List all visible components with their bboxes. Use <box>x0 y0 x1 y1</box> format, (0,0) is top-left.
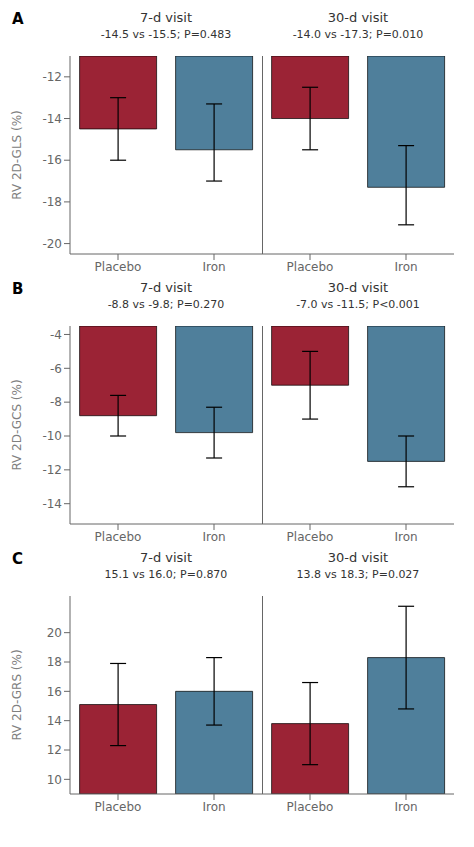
svg-text:RV 2D-GLS (%): RV 2D-GLS (%) <box>10 110 24 200</box>
svg-text:10: 10 <box>47 773 62 787</box>
svg-text:-6: -6 <box>50 362 62 376</box>
svg-text:Iron: Iron <box>394 800 417 814</box>
svg-text:-16: -16 <box>42 153 62 167</box>
svg-text:RV 2D-GRS (%): RV 2D-GRS (%) <box>10 649 24 740</box>
html-text:13.8 vs 18.3; P=0.027: 13.8 vs 18.3; P=0.027 <box>296 568 420 581</box>
html-text:-14.5 vs -15.5; P=0.483: -14.5 vs -15.5; P=0.483 <box>100 28 232 41</box>
svg-text:14: 14 <box>47 714 62 728</box>
html-text:A: A <box>12 10 24 28</box>
svg-text:-12: -12 <box>42 463 62 477</box>
html-text:7-d visit: 7-d visit <box>139 550 193 565</box>
html-text:B: B <box>12 280 24 298</box>
html-text:-8.8 vs -9.8; P=0.270: -8.8 vs -9.8; P=0.270 <box>107 298 225 311</box>
svg-text:-14: -14 <box>42 112 62 126</box>
svg-text:Placebo: Placebo <box>95 800 142 814</box>
html-text:-7.0 vs -11.5; P<0.001: -7.0 vs -11.5; P<0.001 <box>296 298 420 311</box>
svg-text:Iron: Iron <box>394 530 417 544</box>
html-text:30-d visit: 30-d visit <box>327 10 389 25</box>
svg-text:Placebo: Placebo <box>287 260 334 274</box>
svg-text:Iron: Iron <box>394 260 417 274</box>
html-text:15.1 vs 16.0; P=0.870: 15.1 vs 16.0; P=0.870 <box>104 568 228 581</box>
svg-text:-18: -18 <box>42 195 62 209</box>
html-text:7-d visit: 7-d visit <box>139 280 193 295</box>
svg-text:Iron: Iron <box>202 800 225 814</box>
svg-text:12: 12 <box>47 743 62 757</box>
svg-text:-10: -10 <box>42 429 62 443</box>
html-text:-14.0 vs -17.3; P=0.010: -14.0 vs -17.3; P=0.010 <box>292 28 424 41</box>
svg-text:16: 16 <box>47 685 62 699</box>
svg-text:-12: -12 <box>42 70 62 84</box>
svg-text:-4: -4 <box>50 328 62 342</box>
html-text:C: C <box>12 550 23 568</box>
svg-text:Placebo: Placebo <box>287 800 334 814</box>
svg-text:Iron: Iron <box>202 260 225 274</box>
html-text:7-d visit: 7-d visit <box>139 10 193 25</box>
svg-text:Placebo: Placebo <box>287 530 334 544</box>
svg-text:-8: -8 <box>50 395 62 409</box>
html-text:30-d visit: 30-d visit <box>327 280 389 295</box>
svg-text:RV 2D-GCS (%): RV 2D-GCS (%) <box>10 379 24 470</box>
svg-text:Placebo: Placebo <box>95 260 142 274</box>
svg-text:Iron: Iron <box>202 530 225 544</box>
svg-text:-14: -14 <box>42 497 62 511</box>
html-text:30-d visit: 30-d visit <box>327 550 389 565</box>
svg-text:20: 20 <box>47 626 62 640</box>
svg-text:Placebo: Placebo <box>95 530 142 544</box>
svg-text:-20: -20 <box>42 237 62 251</box>
svg-text:18: 18 <box>47 655 62 669</box>
